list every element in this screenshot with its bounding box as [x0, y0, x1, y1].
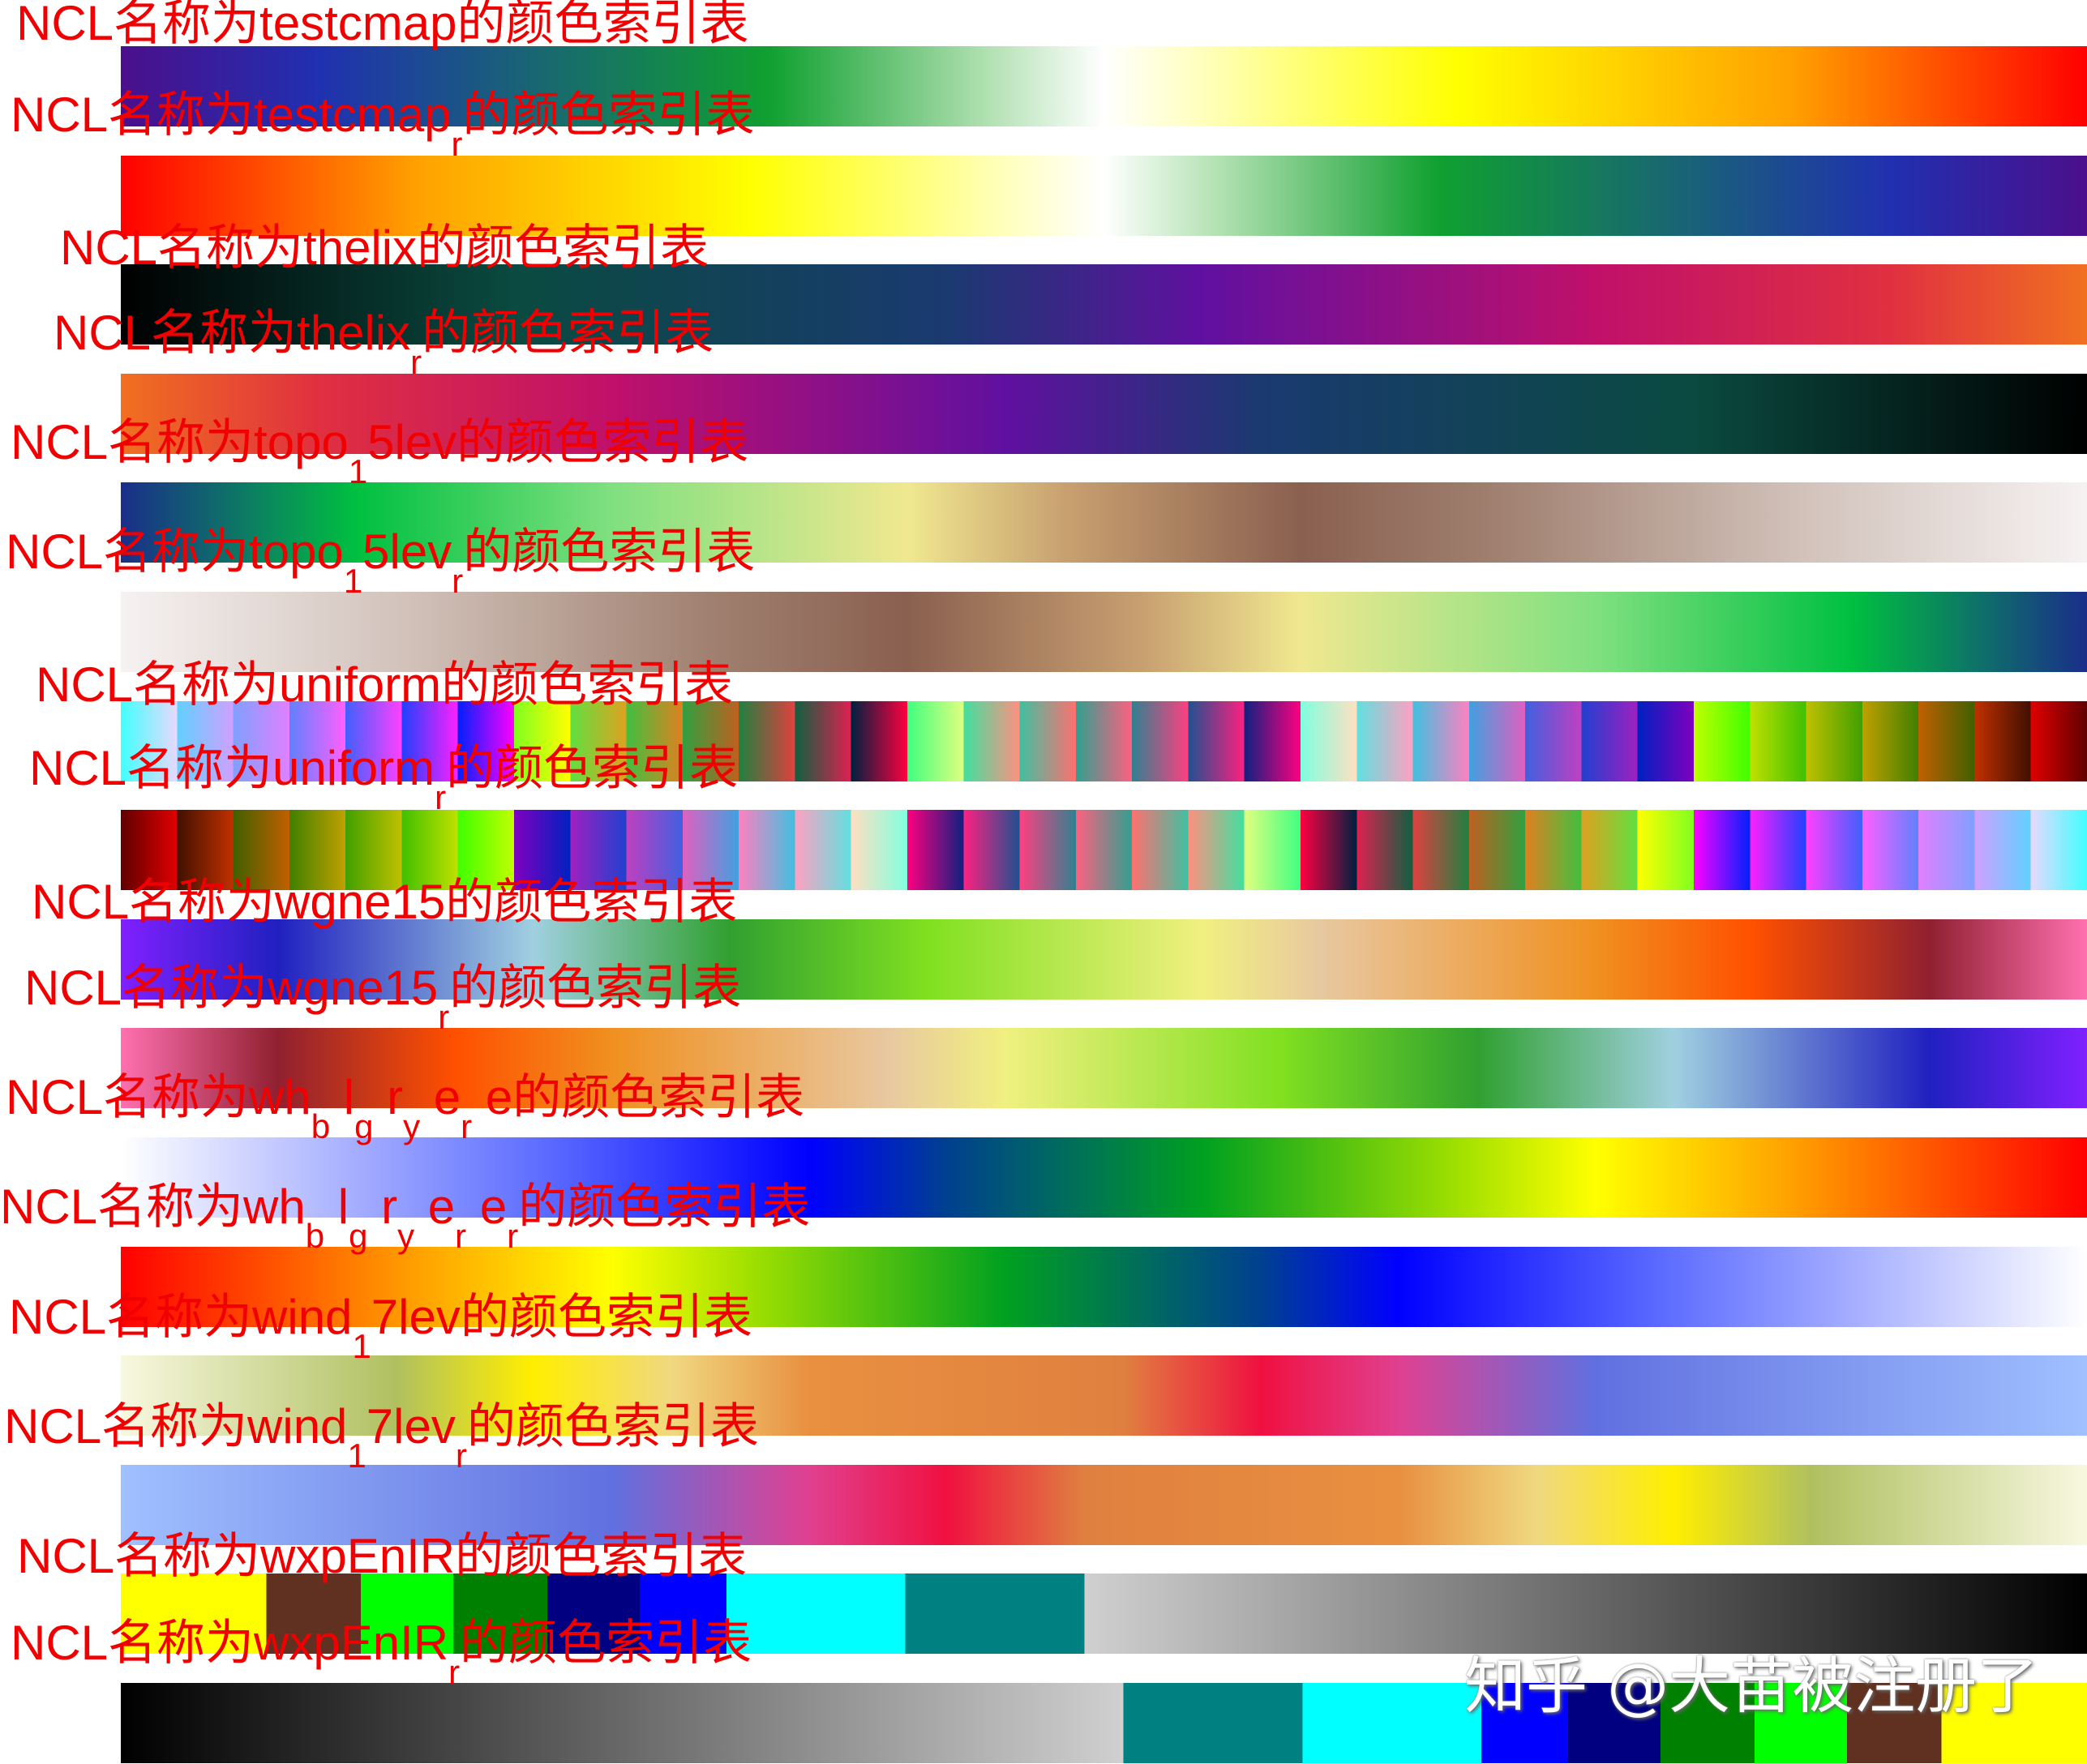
label-text: 的颜色索引表 — [446, 741, 739, 795]
label-text: NCL名称为wgne15 — [24, 961, 439, 1015]
label-subscript: y — [397, 1217, 415, 1255]
label-subscript: r — [410, 343, 422, 381]
label-text: 7lev的颜色索引表 — [371, 1290, 752, 1344]
label-subscript: r — [461, 1107, 473, 1145]
label-text: NCL名称为uniform的颜色索引表 — [36, 657, 734, 712]
label-subscript: 1 — [347, 1436, 366, 1475]
colormap-bar-testcmap — [121, 46, 2087, 126]
label-text: NCL名称为uniform — [29, 741, 435, 795]
colormap-label-testcmap_r: NCL名称为testcmapr的颜色索引表 — [11, 86, 755, 163]
label-text: NCL名称为testcmap的颜色索引表 — [16, 0, 749, 50]
label-text: NCL名称为wind — [9, 1290, 353, 1344]
label-text: NCL名称为wxpEnIR的颜色索引表 — [17, 1529, 748, 1583]
colormap-label-thelix_r: NCL名称为thelixr的颜色索引表 — [54, 304, 714, 381]
label-subscript: g — [349, 1217, 368, 1255]
colormap-bar-uniform — [121, 700, 2087, 781]
colormap-bar-wxpEnIR — [121, 1573, 2087, 1655]
label-subscript: 1 — [343, 562, 363, 600]
colormap-label-wxpEnIR_r: NCL名称为wxpEnIRr的颜色索引表 — [11, 1614, 752, 1691]
colormap-label-uniform_r: NCL名称为uniformr的颜色索引表 — [29, 739, 739, 816]
label-text: 的颜色索引表 — [466, 1399, 759, 1454]
colormap-label-uniform: NCL名称为uniform的颜色索引表 — [36, 656, 733, 714]
colormap-bar-wh-bl-gr-ye-re_r — [121, 1246, 2087, 1327]
label-text: NCL名称为wxpEnIR — [11, 1616, 449, 1670]
colormap-bar-wind_17lev_r — [121, 1464, 2087, 1545]
colormap-label-testcmap: NCL名称为testcmap的颜色索引表 — [16, 0, 748, 53]
label-text: 的颜色索引表 — [462, 88, 755, 142]
label-subscript: r — [448, 1653, 461, 1691]
colormap-bar-testcmap_r — [121, 155, 2087, 236]
label-text: e — [414, 1180, 456, 1234]
colormap-label-topo_15lev_r: NCL名称为topo15levr的颜色索引表 — [6, 523, 756, 600]
label-text: NCL名称为thelix的颜色索引表 — [60, 220, 709, 275]
colormap-label-topo_15lev: NCL名称为topo15lev的颜色索引表 — [11, 413, 749, 490]
label-text: NCL名称为topo — [11, 415, 349, 469]
label-subscript: r — [451, 125, 463, 163]
colormap-label-wind_17lev_r: NCL名称为wind17levr的颜色索引表 — [4, 1398, 759, 1475]
label-text: 5lev的颜色索引表 — [367, 415, 749, 469]
label-subscript: 1 — [348, 452, 368, 490]
label-text: e的颜色索引表 — [472, 1070, 805, 1124]
label-text: NCL名称为wh — [6, 1070, 311, 1124]
label-text: l — [324, 1180, 349, 1234]
label-subscript: r — [452, 562, 464, 600]
label-subscript: r — [455, 1436, 467, 1475]
label-text: NCL名称为wh — [0, 1180, 306, 1234]
label-text: 的颜色索引表 — [463, 524, 756, 579]
label-text: 5lev — [362, 524, 452, 579]
colormap-label-wh-bl-gr-ye-re_r: NCL名称为whb lg ry er er的颜色索引表 — [0, 1178, 811, 1255]
colormap-bar-topo_15lev_r — [121, 592, 2087, 672]
label-subscript: 1 — [352, 1327, 371, 1365]
label-subscript: r — [435, 778, 447, 816]
label-text: e — [466, 1180, 508, 1234]
watermark: 知乎 @大苗被注册了 — [1464, 1650, 2039, 1722]
label-subscript: r — [507, 1217, 519, 1255]
label-text: NCL名称为topo — [6, 524, 344, 579]
colormap-label-wgne15_r: NCL名称为wgne15r的颜色索引表 — [24, 959, 742, 1036]
colormap-bar-wind_17lev — [121, 1355, 2087, 1436]
colormap-label-wgne15: NCL名称为wgne15的颜色索引表 — [32, 873, 737, 931]
label-subscript: b — [311, 1107, 331, 1145]
colormap-label-wxpEnIR: NCL名称为wxpEnIR的颜色索引表 — [17, 1527, 747, 1586]
label-subscript: g — [354, 1107, 374, 1145]
label-text: e — [420, 1070, 461, 1124]
label-subscript: b — [305, 1217, 325, 1255]
colormap-bar-wgne15 — [121, 918, 2087, 1000]
colormap-label-thelix: NCL名称为thelix的颜色索引表 — [60, 219, 709, 277]
label-text: NCL名称为thelix — [54, 306, 411, 360]
label-text: 的颜色索引表 — [449, 961, 742, 1015]
label-text: 的颜色索引表 — [518, 1180, 811, 1234]
colormap-label-wind_17lev: NCL名称为wind17lev的颜色索引表 — [9, 1288, 752, 1365]
label-text: l — [330, 1070, 355, 1124]
label-text: 7lev — [366, 1399, 456, 1454]
label-text: 的颜色索引表 — [422, 306, 714, 360]
colormap-bar-wxpEnIR_r — [121, 1683, 2087, 1763]
colormap-bar-wgne15_r — [121, 1028, 2087, 1109]
label-text: NCL名称为wind — [4, 1399, 348, 1454]
colormap-bar-topo_15lev — [121, 482, 2087, 563]
label-subscript: r — [438, 998, 450, 1036]
label-text: r — [373, 1070, 404, 1124]
colormap-label-wh-bl-gr-ye-re: NCL名称为whb lg ry er e的颜色索引表 — [6, 1068, 805, 1145]
label-text: r — [367, 1180, 398, 1234]
colormap-bar-thelix_r — [121, 373, 2087, 454]
label-text: NCL名称为testcmap — [11, 88, 452, 142]
label-text: 的颜色索引表 — [460, 1616, 752, 1670]
label-subscript: r — [455, 1217, 467, 1255]
label-subscript: y — [403, 1107, 421, 1145]
colormap-bar-thelix — [121, 264, 2087, 345]
colormap-bar-uniform_r — [121, 810, 2087, 891]
colormap-bar-wh-bl-gr-ye-re — [121, 1137, 2087, 1218]
label-text: NCL名称为wgne15的颜色索引表 — [32, 875, 738, 929]
